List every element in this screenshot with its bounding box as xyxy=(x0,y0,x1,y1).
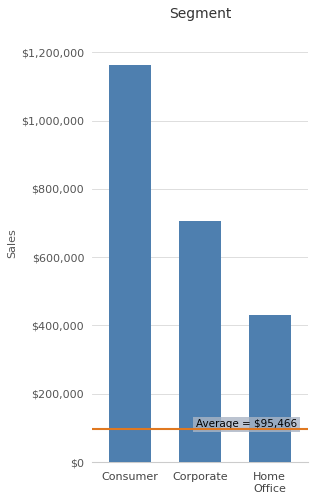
Title: Segment: Segment xyxy=(169,7,231,21)
Bar xyxy=(109,66,151,462)
Bar xyxy=(179,221,221,462)
Bar xyxy=(249,315,291,462)
Text: Average = $95,466: Average = $95,466 xyxy=(196,419,297,429)
Y-axis label: Sales: Sales xyxy=(7,228,17,259)
